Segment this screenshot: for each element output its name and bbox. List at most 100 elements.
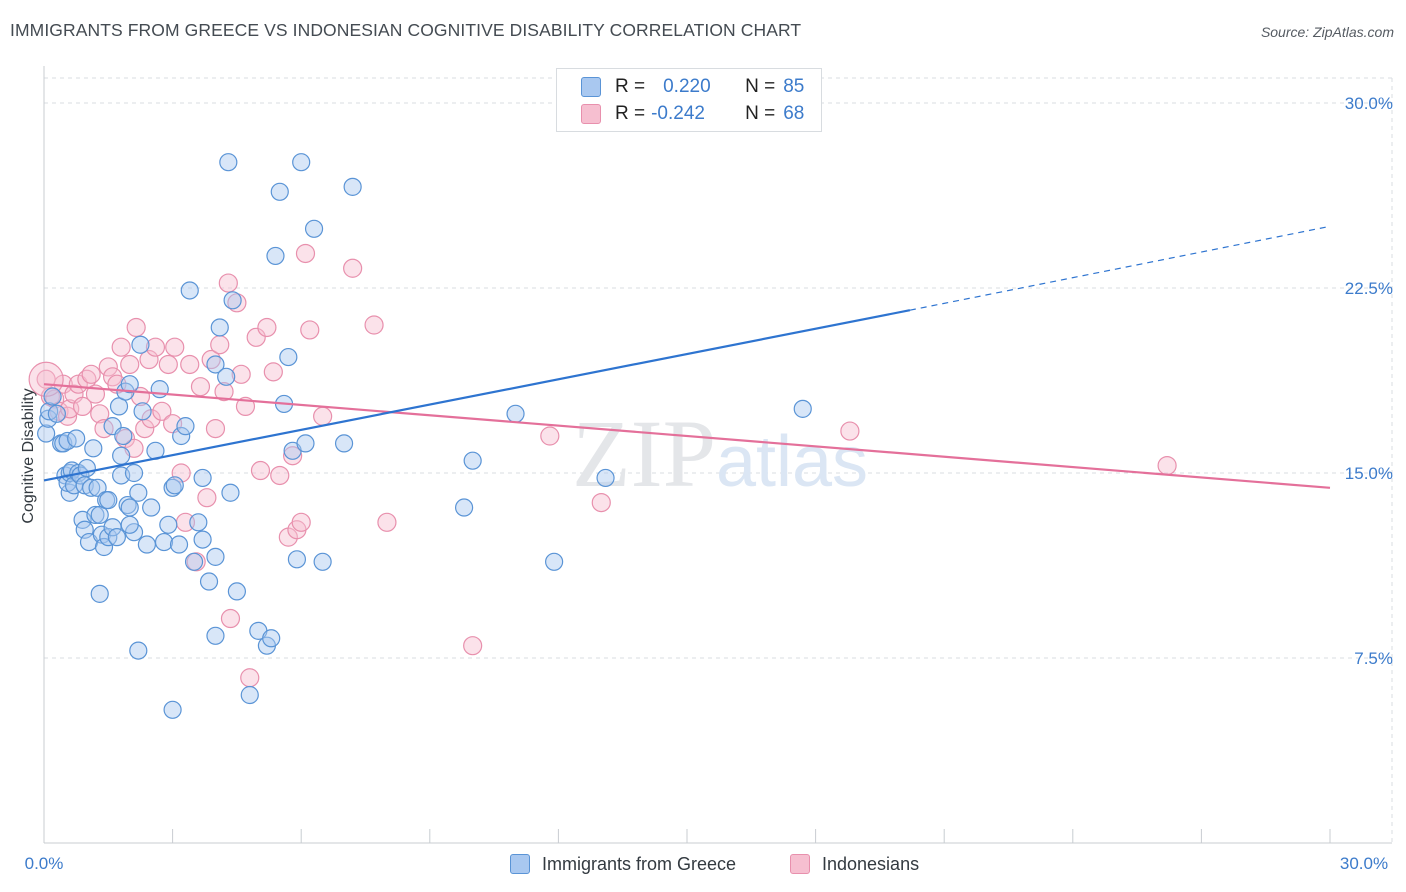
indonesians-point — [72, 396, 93, 416]
greece-point — [37, 424, 56, 443]
greece-point — [90, 584, 109, 603]
indonesians-point — [231, 364, 251, 384]
greece-point — [82, 478, 101, 497]
indonesians-point — [152, 401, 172, 421]
greece-point — [43, 387, 62, 406]
greece-point — [221, 483, 240, 502]
greece-point — [296, 434, 315, 453]
greece-point — [219, 153, 238, 172]
greece-point — [270, 182, 289, 201]
watermark-atlas: atlas — [716, 422, 868, 502]
greece-point — [193, 468, 212, 488]
greece-point — [199, 572, 219, 591]
indonesians-point — [246, 327, 266, 347]
greece-point — [99, 491, 118, 510]
indonesians-point — [270, 465, 290, 486]
greece-point — [334, 434, 354, 453]
n-label: N = — [745, 103, 776, 124]
indonesians-point — [158, 354, 178, 375]
greece-point — [124, 463, 144, 483]
greece-point — [39, 409, 58, 428]
greece-point — [206, 355, 225, 374]
n-value: 85 — [783, 76, 805, 97]
greece-point — [120, 375, 139, 394]
greece-point — [154, 532, 174, 552]
y-tick-label: 15.0% — [1345, 464, 1393, 483]
greece-point — [86, 505, 105, 525]
n-value: 68 — [783, 103, 805, 124]
watermark-zip: ZIP — [572, 400, 716, 507]
greece-point — [184, 552, 204, 571]
chart-title: IMMIGRANTS FROM GREECE VS INDONESIAN COG… — [10, 20, 802, 40]
n-label: N = — [745, 76, 776, 97]
greece-point — [454, 498, 474, 517]
indonesians-legend-swatch — [790, 854, 810, 874]
y-axis-label: Cognitive Disability — [20, 388, 37, 523]
indonesians-point — [139, 349, 159, 370]
indonesians-point — [165, 337, 185, 357]
indonesians-point — [364, 315, 384, 335]
greece-point — [129, 483, 148, 502]
indonesians-point — [81, 364, 101, 384]
indonesians-trend-line — [43, 383, 1331, 489]
r-value: 0.220 — [663, 76, 711, 97]
indonesians-point — [591, 493, 611, 513]
y-tick-label: 22.5% — [1345, 279, 1393, 298]
r-label: R = — [615, 103, 646, 124]
source-credit: Source: ZipAtlas.com — [1260, 24, 1394, 40]
greece-point — [120, 515, 139, 534]
greece-point — [793, 399, 812, 418]
greece-point — [163, 478, 182, 497]
legend-greece[interactable]: Immigrants from Greece — [510, 852, 736, 876]
greece-point — [262, 629, 281, 648]
greece-point — [163, 700, 182, 719]
r-label: R = — [615, 76, 646, 97]
greece-points — [37, 153, 812, 719]
indonesians-point — [210, 335, 230, 355]
greece-point — [159, 515, 178, 534]
indonesians-point — [205, 419, 226, 439]
greece-point — [292, 153, 311, 172]
indonesians-point — [263, 362, 283, 382]
indonesians-point — [463, 636, 483, 656]
legend-indonesians[interactable]: Indonesians — [790, 852, 919, 876]
greece-point — [506, 404, 525, 423]
greece-point — [227, 582, 246, 601]
greece-point — [189, 513, 208, 532]
stats-legend: R = 0.220 N = 85 R = -0.242 N = 68 — [556, 68, 822, 132]
y-tick-label: 7.5% — [1354, 649, 1393, 668]
x-tick-label: 30.0% — [1340, 854, 1388, 873]
indonesians-point — [111, 337, 131, 357]
indonesians-point — [214, 382, 234, 402]
indonesians-point — [220, 608, 241, 629]
indonesians-point — [257, 317, 277, 338]
indonesians-point — [283, 446, 303, 466]
greece-point — [118, 495, 137, 515]
indonesians-point — [145, 337, 166, 357]
indonesians-point — [190, 377, 211, 397]
indonesians-point — [235, 396, 256, 416]
x-tick-label: 0.0% — [25, 854, 64, 873]
greece-point — [287, 550, 307, 569]
indonesians-point — [45, 389, 65, 409]
greece-point — [133, 402, 152, 421]
greece-point — [266, 246, 285, 266]
greece-point — [137, 535, 156, 554]
greece-point — [114, 426, 133, 446]
indonesians-legend-label: Indonesians — [822, 853, 920, 874]
greece-point — [180, 281, 199, 300]
greece-point — [88, 478, 107, 497]
indonesians-point — [300, 320, 320, 340]
greece-point — [596, 468, 615, 488]
greece-legend-label: Immigrants from Greece — [542, 853, 737, 874]
greece-swatch — [581, 77, 601, 97]
greece-point — [313, 552, 332, 571]
greece-point — [240, 685, 259, 705]
indonesians-point — [540, 426, 560, 446]
indonesians-point — [240, 668, 260, 688]
greece-point — [129, 641, 148, 660]
indonesians-point — [840, 421, 860, 441]
indonesians-swatch — [581, 104, 601, 124]
greece-point — [206, 547, 225, 566]
indonesians-point — [197, 488, 217, 508]
